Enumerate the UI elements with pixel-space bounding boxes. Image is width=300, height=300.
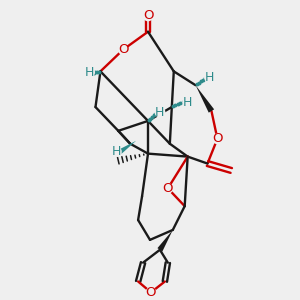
Text: O: O xyxy=(163,182,173,195)
Text: O: O xyxy=(212,132,223,145)
Text: H: H xyxy=(85,66,94,79)
Text: O: O xyxy=(143,9,153,22)
Polygon shape xyxy=(119,141,136,154)
Circle shape xyxy=(204,72,215,83)
Circle shape xyxy=(162,183,173,194)
Polygon shape xyxy=(158,230,173,251)
Circle shape xyxy=(142,11,154,21)
Circle shape xyxy=(118,44,129,55)
Text: O: O xyxy=(146,286,156,299)
Circle shape xyxy=(154,106,165,118)
Circle shape xyxy=(182,97,193,107)
Circle shape xyxy=(146,287,156,298)
Circle shape xyxy=(212,133,223,144)
Circle shape xyxy=(84,67,95,78)
Text: H: H xyxy=(155,106,165,118)
Polygon shape xyxy=(196,85,214,113)
Text: H: H xyxy=(183,96,192,109)
Text: H: H xyxy=(112,145,121,158)
Text: O: O xyxy=(118,43,128,56)
Text: H: H xyxy=(205,71,214,84)
Circle shape xyxy=(111,146,122,157)
